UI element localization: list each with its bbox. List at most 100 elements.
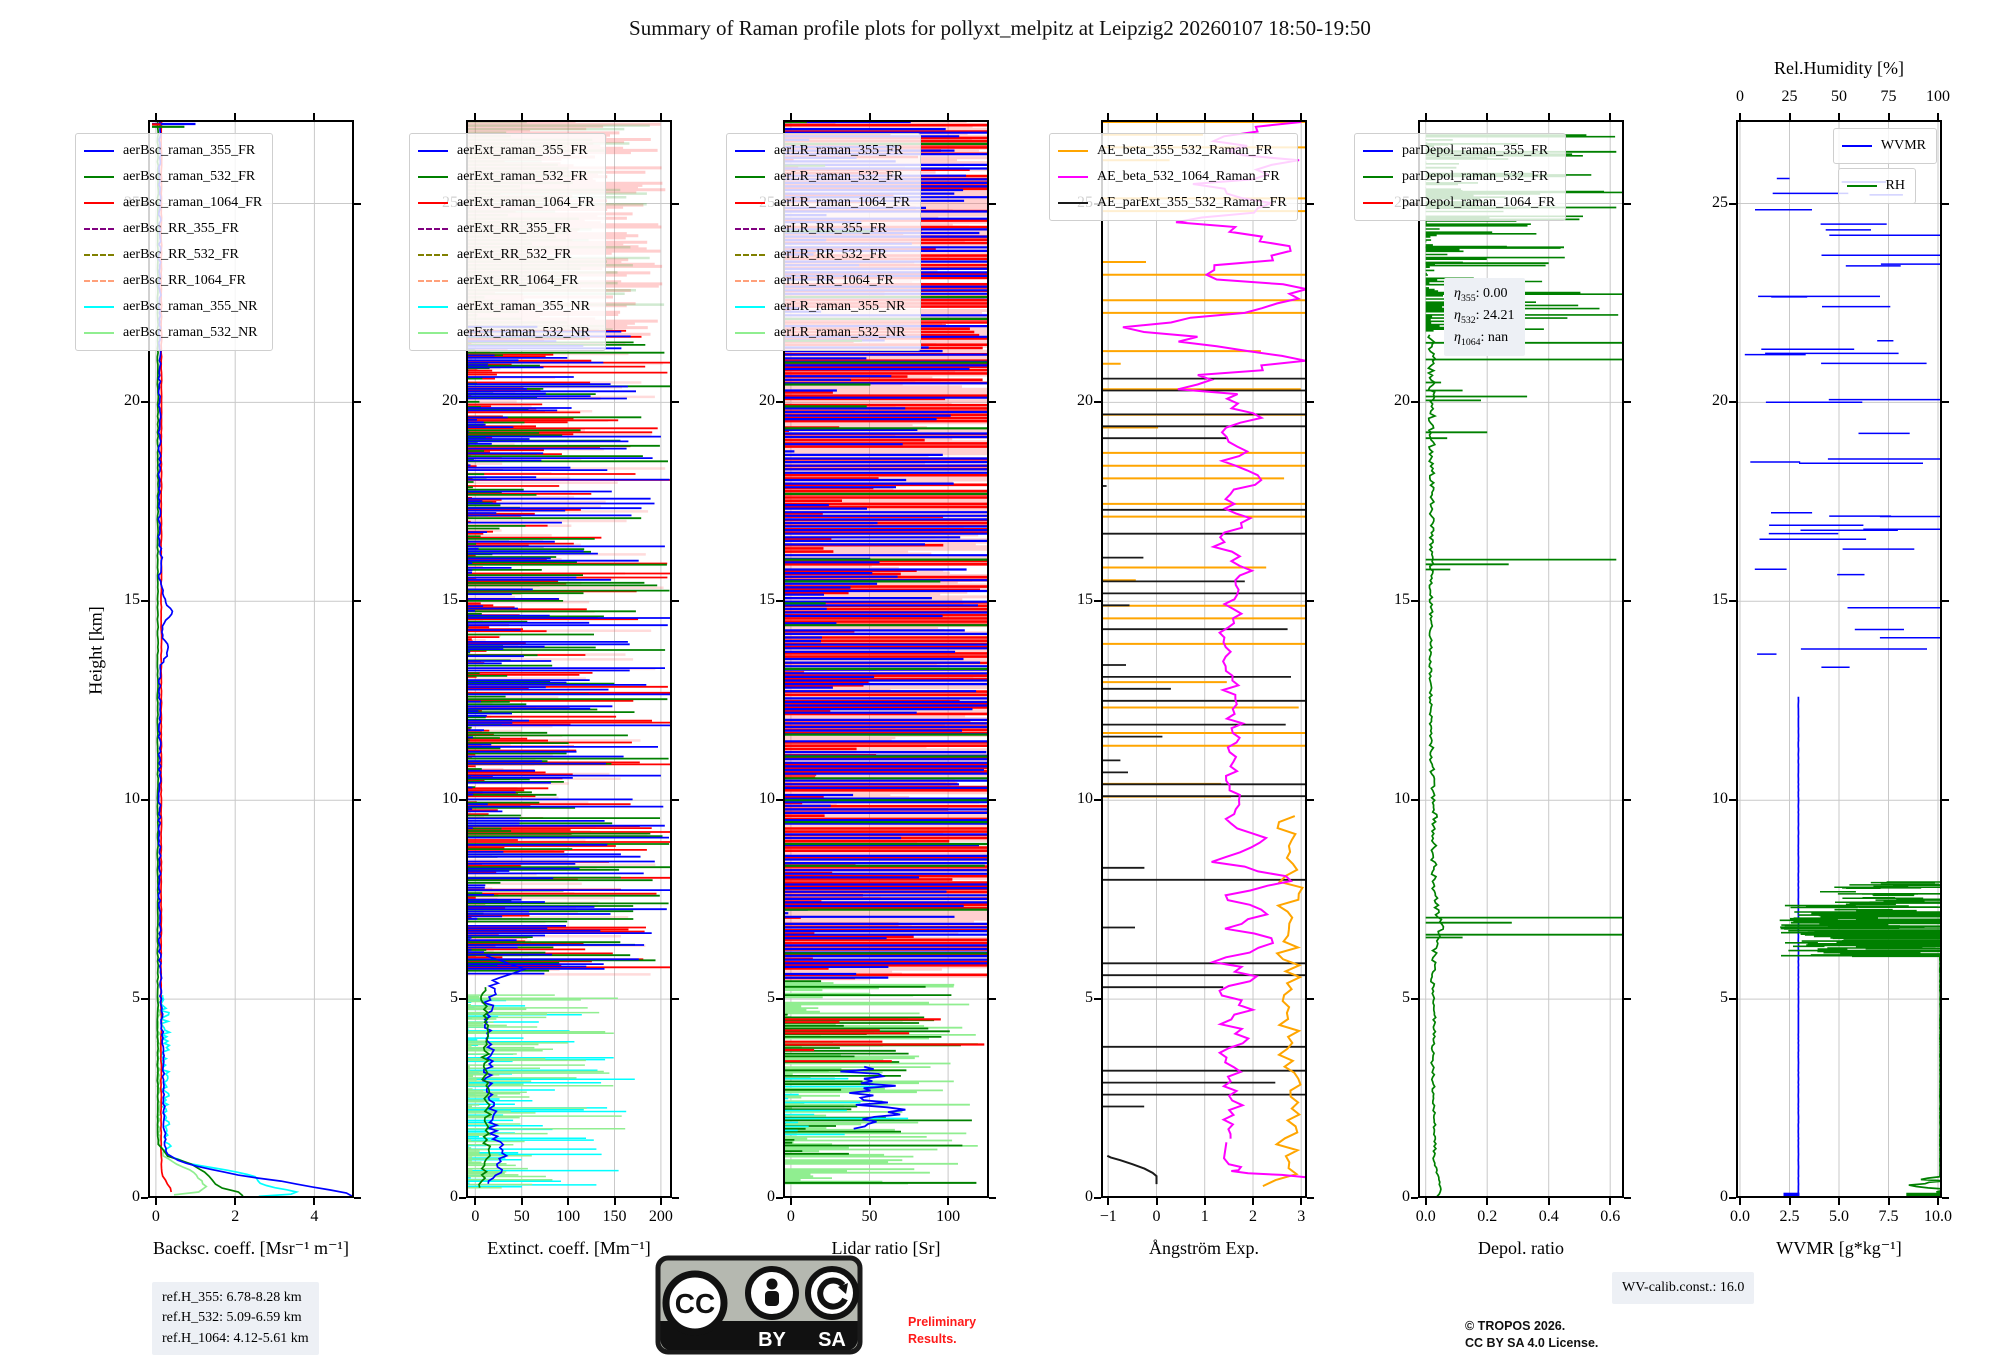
y-tick-label: 5 <box>450 989 458 1007</box>
legend-line-swatch <box>735 176 765 178</box>
x-tick-label: 0 <box>786 1208 795 1225</box>
legend-label: aerExt_raman_532_NR <box>457 325 590 340</box>
y-tick-right <box>672 600 679 603</box>
refh-1064: ref.H_1064: 4.12-5.61 km <box>162 1330 309 1346</box>
x-tick <box>1486 1198 1489 1205</box>
wvmr-legend: WVMR <box>1832 128 1937 164</box>
legend-item: aerBsc_RR_1064_FR <box>84 269 262 293</box>
legend-line-swatch <box>735 280 765 282</box>
y-tick-right <box>1624 202 1631 205</box>
top-tick-label: 75 <box>1880 88 1897 105</box>
legend-line-swatch <box>84 332 114 334</box>
x-tick <box>313 1198 316 1205</box>
top-tick-label: 50 <box>1831 88 1847 105</box>
y-tick-label: 10 <box>759 790 775 808</box>
x-tick-top <box>1252 113 1254 120</box>
x-tick-label: 0 <box>151 1208 160 1225</box>
x-tick-label: 0.0 <box>1415 1208 1436 1225</box>
x-axis-label: Backsc. coeff. [Msr⁻¹ m⁻¹] <box>153 1238 349 1258</box>
y-tick <box>1094 600 1101 603</box>
legend-line-swatch <box>418 280 448 282</box>
x-tick-top <box>234 113 237 120</box>
x-tick-label: 0.4 <box>1538 1208 1559 1225</box>
x-tick-top <box>868 113 871 120</box>
legend-line-swatch <box>735 254 765 256</box>
y-tick <box>1411 799 1418 802</box>
x-tick-top <box>1203 113 1206 120</box>
y-tick <box>141 998 148 1001</box>
y-tick <box>1094 799 1101 802</box>
legend-label: aerExt_raman_355_FR <box>457 143 588 158</box>
y-tick <box>1411 401 1418 404</box>
y-tick <box>141 1197 148 1199</box>
y-tick-label: 5 <box>1085 989 1093 1007</box>
y-tick <box>459 799 466 802</box>
legend-item: aerBsc_RR_532_FR <box>84 243 262 267</box>
legend-item: aerLR_RR_355_FR <box>735 217 910 241</box>
y-tick-label: 20 <box>1394 392 1410 410</box>
x-axis-label: Lidar ratio [Sr] <box>831 1238 941 1258</box>
y-tick-label: 5 <box>1402 989 1410 1007</box>
y-tick-right <box>1307 998 1314 1001</box>
legend-item: aerLR_raman_532_FR <box>735 165 910 189</box>
x-tick-top <box>1547 113 1550 120</box>
plot-canvas <box>466 120 672 1198</box>
y-tick <box>141 401 148 404</box>
legend-item: aerLR_raman_532_NR <box>735 321 910 345</box>
y-tick-right <box>1942 998 1949 1001</box>
x-tick <box>1155 1198 1158 1205</box>
x-tick-top <box>1739 113 1741 120</box>
legend-line-swatch <box>84 254 114 256</box>
x-tick-label: 50 <box>513 1208 530 1225</box>
y-tick <box>1729 401 1736 404</box>
y-tick <box>141 799 148 802</box>
legend-label: AE_beta_532_1064_Raman_FR <box>1097 169 1280 184</box>
x-tick <box>789 1198 792 1205</box>
legend-line-swatch <box>735 202 765 204</box>
y-tick-right <box>1307 401 1314 404</box>
y-tick-label: 10 <box>1712 790 1728 808</box>
y-tick-right <box>672 799 679 802</box>
plot-panel-1: 0240510152025Backsc. coeff. [Msr⁻¹ m⁻¹]a… <box>75 113 361 1258</box>
legend-label: parDepol_raman_532_FR <box>1402 169 1549 184</box>
legend-label: aerBsc_raman_355_NR <box>123 299 258 314</box>
legend-label: AE_parExt_355_532_Raman_FR <box>1097 195 1287 210</box>
legend-item: AE_parExt_355_532_Raman_FR <box>1058 191 1287 215</box>
x-tick-top <box>947 113 950 120</box>
legend-label: aerExt_RR_1064_FR <box>457 273 579 288</box>
legend-line-swatch <box>418 306 448 308</box>
legend-item: parDepol_raman_532_FR <box>1363 165 1555 189</box>
legend-line-swatch <box>735 332 765 334</box>
x-tick-label: −1 <box>1099 1208 1117 1225</box>
y-tick-label: 0 <box>1085 1188 1093 1205</box>
x-tick-top <box>613 113 616 120</box>
x-tick-top <box>154 113 157 120</box>
legend-line-swatch <box>1363 202 1393 204</box>
y-tick-label: 15 <box>442 591 458 609</box>
x-tick <box>1609 1198 1612 1205</box>
x-tick-label: 150 <box>602 1208 627 1225</box>
legend-label: aerExt_RR_532_FR <box>457 247 572 262</box>
legend-line-swatch <box>1841 145 1872 147</box>
legend-line-swatch <box>84 280 114 282</box>
x-tick-label: 3 <box>1297 1208 1306 1225</box>
legend-item: parDepol_raman_355_FR <box>1363 139 1555 163</box>
legend-label: parDepol_raman_355_FR <box>1402 143 1549 158</box>
legend-item: WVMR <box>1841 134 1926 158</box>
y-tick-right <box>354 401 361 404</box>
x-tick-label: 0 <box>1152 1208 1161 1225</box>
legend-label: parDepol_raman_1064_FR <box>1402 195 1556 210</box>
legend-item: aerBsc_raman_355_FR <box>84 139 262 163</box>
legend-line-swatch <box>84 150 114 152</box>
plot-canvas <box>1736 120 1942 1198</box>
legend-item: aerExt_raman_532_FR <box>418 165 595 189</box>
x-tick <box>1937 1198 1939 1205</box>
legend-line-swatch <box>418 202 448 204</box>
legend-item: aerBsc_raman_355_NR <box>84 295 262 319</box>
x-tick <box>1838 1198 1840 1205</box>
legend-line-swatch <box>418 332 448 334</box>
x-axis-label: Ångström Exp. <box>1149 1238 1259 1258</box>
y-tick-right <box>672 202 679 205</box>
y-tick-right <box>989 600 996 603</box>
plot-panel-3: 0501000510152025Lidar ratio [Sr]aerLR_ra… <box>726 113 996 1258</box>
